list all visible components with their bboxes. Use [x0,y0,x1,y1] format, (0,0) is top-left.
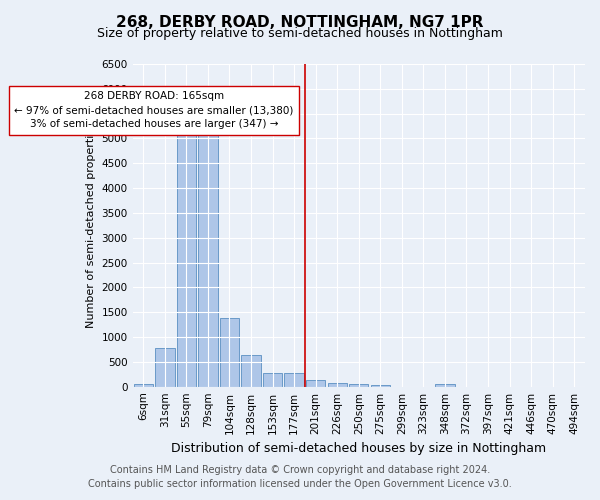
Bar [134,384,153,386]
Bar [177,126,196,386]
Bar [198,134,218,386]
Text: 268 DERBY ROAD: 165sqm
← 97% of semi-detached houses are smaller (13,380)
3% of : 268 DERBY ROAD: 165sqm ← 97% of semi-det… [14,92,294,130]
Text: Size of property relative to semi-detached houses in Nottingham: Size of property relative to semi-detach… [97,28,503,40]
Bar [435,384,455,386]
Bar [155,348,175,387]
Text: 268, DERBY ROAD, NOTTINGHAM, NG7 1PR: 268, DERBY ROAD, NOTTINGHAM, NG7 1PR [116,15,484,30]
Bar [306,380,325,386]
Bar [349,384,368,386]
Bar [241,356,261,386]
Text: Contains HM Land Registry data © Crown copyright and database right 2024.
Contai: Contains HM Land Registry data © Crown c… [88,465,512,489]
X-axis label: Distribution of semi-detached houses by size in Nottingham: Distribution of semi-detached houses by … [171,442,547,455]
Bar [371,385,390,386]
Bar [220,318,239,386]
Bar [263,374,282,386]
Bar [328,382,347,386]
Bar [284,374,304,386]
Y-axis label: Number of semi-detached properties: Number of semi-detached properties [86,122,96,328]
